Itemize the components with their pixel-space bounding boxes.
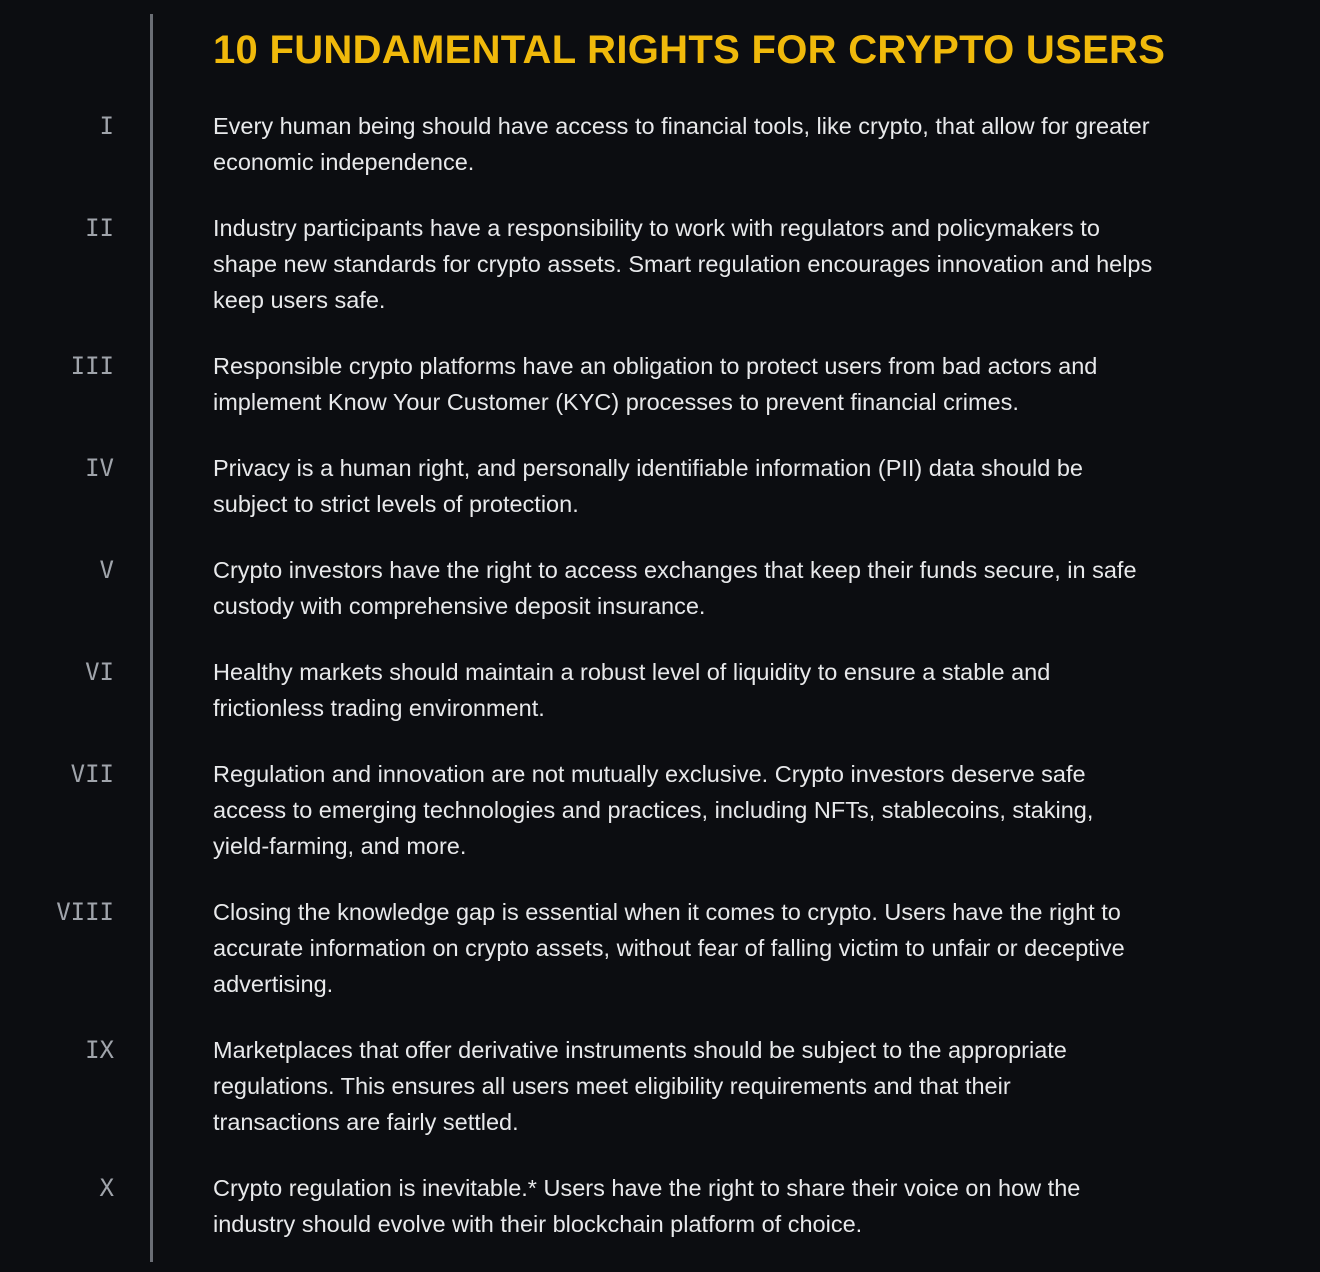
right-item: II Industry participants have a responsib… <box>0 210 1320 318</box>
right-item: V Crypto investors have the right to acce… <box>0 552 1320 624</box>
right-text-line: yield-farming, and more. <box>213 833 467 859</box>
right-text: Closing the knowledge gap is essential w… <box>213 894 1320 1002</box>
right-text: Healthy markets should maintain a robust… <box>213 654 1320 726</box>
right-text-line: Every human being should have access to … <box>213 113 1150 139</box>
right-text-line: Privacy is a human right, and personally… <box>213 455 1083 481</box>
right-text-line: transactions are fairly settled. <box>213 1109 519 1135</box>
right-text-line: shape new standards for crypto assets. S… <box>213 251 1153 277</box>
right-text: Crypto investors have the right to acces… <box>213 552 1320 624</box>
right-numeral: IV <box>85 454 114 482</box>
right-numeral: VII <box>70 760 114 788</box>
right-text-line: Closing the knowledge gap is essential w… <box>213 899 1121 925</box>
right-text: Industry participants have a responsibil… <box>213 210 1320 318</box>
right-item: VIII Closing the knowledge gap is essenti… <box>0 894 1320 1002</box>
right-text: Marketplaces that offer derivative instr… <box>213 1032 1320 1140</box>
right-text-line: Responsible crypto platforms have an obl… <box>213 353 1098 379</box>
page-title: 10 FUNDAMENTAL RIGHTS FOR CRYPTO USERS <box>213 28 1166 72</box>
right-text-line: subject to strict levels of protection. <box>213 491 579 517</box>
right-text: Privacy is a human right, and personally… <box>213 450 1320 522</box>
right-numeral: I <box>99 112 114 140</box>
right-text-line: Industry participants have a responsibil… <box>213 215 1100 241</box>
right-text-line: implement Know Your Customer (KYC) proce… <box>213 389 1019 415</box>
right-text: Regulation and innovation are not mutual… <box>213 756 1320 864</box>
rights-list: I Every human being should have access to… <box>0 108 1320 1272</box>
right-text: Crypto regulation is inevitable.* Users … <box>213 1170 1320 1242</box>
right-text-line: industry should evolve with their blockc… <box>213 1211 863 1237</box>
right-numeral: II <box>85 214 114 242</box>
right-text-line: keep users safe. <box>213 287 386 313</box>
right-item: X Crypto regulation is inevitable.* Users… <box>0 1170 1320 1242</box>
right-text-line: access to emerging technologies and prac… <box>213 797 1094 823</box>
right-text-line: Marketplaces that offer derivative instr… <box>213 1037 1067 1063</box>
right-numeral: V <box>99 556 114 584</box>
right-text: Responsible crypto platforms have an obl… <box>213 348 1320 420</box>
right-numeral: VI <box>85 658 114 686</box>
right-item: I Every human being should have access to… <box>0 108 1320 180</box>
right-text-line: Crypto investors have the right to acces… <box>213 557 1137 583</box>
right-text-line: custody with comprehensive deposit insur… <box>213 593 706 619</box>
right-numeral: VIII <box>56 898 114 926</box>
right-item: VII Regulation and innovation are not mut… <box>0 756 1320 864</box>
right-text-line: frictionless trading environment. <box>213 695 545 721</box>
right-numeral: X <box>99 1174 114 1202</box>
right-text-line: regulations. This ensures all users meet… <box>213 1073 1011 1099</box>
right-item: III Responsible crypto platforms have an … <box>0 348 1320 420</box>
right-item: IV Privacy is a human right, and personal… <box>0 450 1320 522</box>
right-text-line: Crypto regulation is inevitable.* Users … <box>213 1175 1081 1201</box>
right-text-line: advertising. <box>213 971 334 997</box>
right-text-line: Regulation and innovation are not mutual… <box>213 761 1086 787</box>
right-text-line: accurate information on crypto assets, w… <box>213 935 1125 961</box>
right-item: VI Healthy markets should maintain a robu… <box>0 654 1320 726</box>
right-numeral: IX <box>85 1036 114 1064</box>
right-numeral: III <box>70 352 114 380</box>
right-text-line: Healthy markets should maintain a robust… <box>213 659 1051 685</box>
right-text-line: economic independence. <box>213 149 475 175</box>
vertical-divider <box>150 14 153 1262</box>
right-item: IX Marketplaces that offer derivative ins… <box>0 1032 1320 1140</box>
right-text: Every human being should have access to … <box>213 108 1320 180</box>
